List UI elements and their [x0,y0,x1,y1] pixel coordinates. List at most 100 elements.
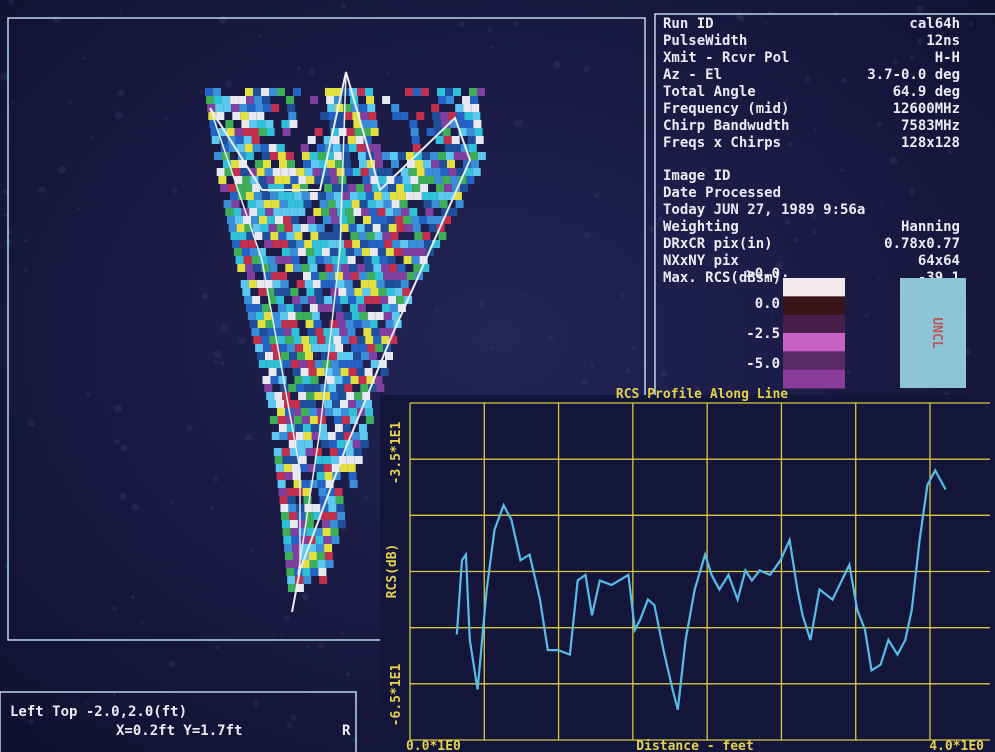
image-pixel [433,120,442,128]
image-pixel [437,192,446,200]
image-pixel [260,224,269,232]
image-pixel [231,160,239,168]
image-pixel [352,168,361,176]
image-pixel [402,288,411,296]
image-pixel [409,208,418,216]
image-pixel [292,296,301,304]
image-pixel [281,512,290,520]
image-pixel [304,440,313,448]
image-pixel [245,88,253,96]
image-pixel [256,168,265,176]
image-pixel [365,336,374,344]
image-pixel [311,312,320,320]
image-pixel [325,264,334,272]
image-pixel [348,472,357,480]
image-pixel [377,248,386,256]
image-pixel [455,200,464,208]
speckle [814,128,818,132]
image-pixel [285,304,294,312]
image-pixel [280,168,289,176]
image-pixel [429,192,438,200]
image-pixel [249,208,258,216]
speckle [57,660,60,663]
image-pixel [214,96,223,104]
speckle [112,692,117,697]
image-pixel [388,296,397,304]
info-label: Freqs x Chirps [663,135,781,151]
image-pixel [253,336,262,344]
colorbar-label: -2.5 [746,326,780,342]
image-pixel [244,224,253,232]
colorbar-band [783,351,845,371]
speckle [120,444,127,451]
image-pixel [329,120,338,128]
image-pixel [343,160,351,168]
image-pixel [323,464,332,472]
image-pixel [444,184,453,192]
image-pixel [295,432,304,440]
image-pixel [450,176,459,184]
speckle [3,213,8,218]
speckle [164,116,168,121]
speckle [676,95,682,101]
image-pixel [328,384,337,392]
image-pixel [291,536,300,544]
image-pixel [289,448,298,456]
image-pixel [293,560,302,568]
info-value: 12ns [926,33,960,49]
image-pixel [321,520,330,528]
image-pixel [351,200,360,208]
image-pixel [416,168,425,176]
image-pixel [331,328,340,336]
image-pixel [373,336,382,344]
image-pixel [338,128,347,136]
image-pixel [323,136,332,144]
image-pixel [249,320,258,328]
image-pixel [360,112,369,120]
image-pixel [347,216,355,224]
image-pixel [261,304,270,312]
image-pixel [439,160,447,168]
image-pixel [319,200,328,208]
image-pixel [299,464,308,472]
image-pixel [397,304,406,312]
image-pixel [311,272,319,280]
image-pixel [340,400,348,408]
image-pixel [238,96,247,104]
image-pixel [268,368,277,376]
image-pixel [291,216,299,224]
image-pixel [321,352,329,360]
image-pixel [372,184,381,192]
image-pixel [313,248,322,256]
speckle [583,66,590,73]
image-pixel [359,272,367,280]
image-pixel [332,400,340,408]
speckle [82,57,86,60]
image-pixel [348,368,357,376]
image-pixel [307,328,316,336]
image-pixel [236,144,245,152]
image-pixel [411,256,420,264]
image-pixel [319,272,327,280]
image-pixel [348,296,357,304]
image-pixel [274,392,283,400]
image-pixel [344,384,353,392]
image-pixel [385,320,394,328]
image-pixel [290,360,299,368]
image-pixel [239,160,247,168]
image-pixel [336,440,345,448]
image-pixel [289,120,298,128]
image-pixel [389,152,398,160]
image-pixel [303,160,311,168]
image-pixel [368,112,377,120]
image-pixel [287,200,296,208]
image-pixel [283,256,292,264]
image-pixel [362,288,371,296]
image-pixel [278,424,287,432]
image-pixel [316,144,325,152]
image-pixel [370,128,379,136]
image-pixel [411,136,420,144]
image-pixel [253,88,261,96]
speckle [339,631,344,635]
